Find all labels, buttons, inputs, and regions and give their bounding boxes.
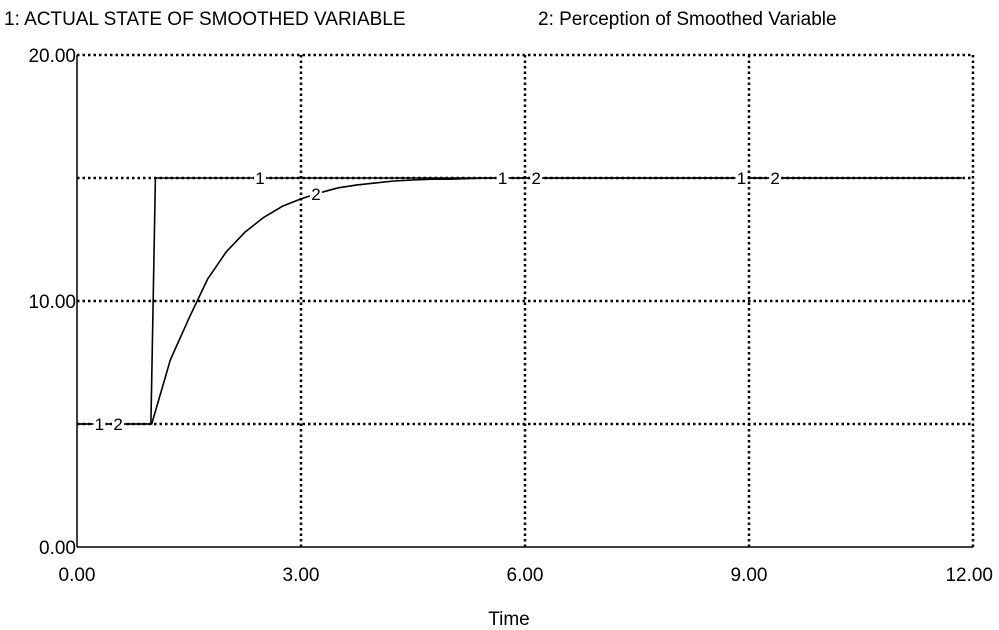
series-marker-2: 2 [531, 169, 540, 188]
x-tick-label: 9.00 [731, 565, 768, 586]
series-marker-1: 1 [498, 169, 507, 188]
grid-lines [77, 53, 975, 547]
y-tick-label: 10.00 [28, 292, 76, 313]
series-marker-bg [309, 184, 322, 203]
series-lines [77, 177, 962, 425]
legend-series-2: 2: Perception of Smoothed Variable [538, 9, 837, 30]
series-marker-1: 1 [737, 169, 746, 188]
axes [76, 55, 973, 548]
x-tick-label: 0.00 [59, 565, 96, 586]
series-marker-2: 2 [113, 415, 122, 434]
x-tick-label: 12.00 [945, 565, 993, 586]
series-marker-bg [253, 169, 266, 187]
tick-labels: 0.00 3.00 6.00 9.00 12.00 0.00 10.00 20.00 [28, 46, 993, 586]
series-marker-1: 1 [255, 169, 264, 188]
series-marker-bg [93, 415, 106, 433]
x-tick-label: 6.00 [507, 565, 544, 586]
y-tick-label: 20.00 [28, 46, 76, 67]
series-marker-1: 1 [95, 415, 104, 434]
series-line-2 [77, 177, 962, 425]
series-marker-bg [735, 169, 748, 187]
series-marker-bg [769, 169, 782, 187]
x-tick-label: 3.00 [283, 565, 320, 586]
x-axis-label: Time [488, 609, 530, 630]
series-marker-2: 2 [311, 185, 320, 204]
y-tick-label: 0.00 [39, 538, 76, 559]
series-marker-bg [530, 169, 543, 187]
series-marker-bg [112, 415, 125, 433]
series-marker-bg [496, 169, 509, 187]
legend-series-1: 1: ACTUAL STATE OF SMOOTHED VARIABLE [4, 9, 406, 30]
series-marker-2: 2 [770, 169, 779, 188]
